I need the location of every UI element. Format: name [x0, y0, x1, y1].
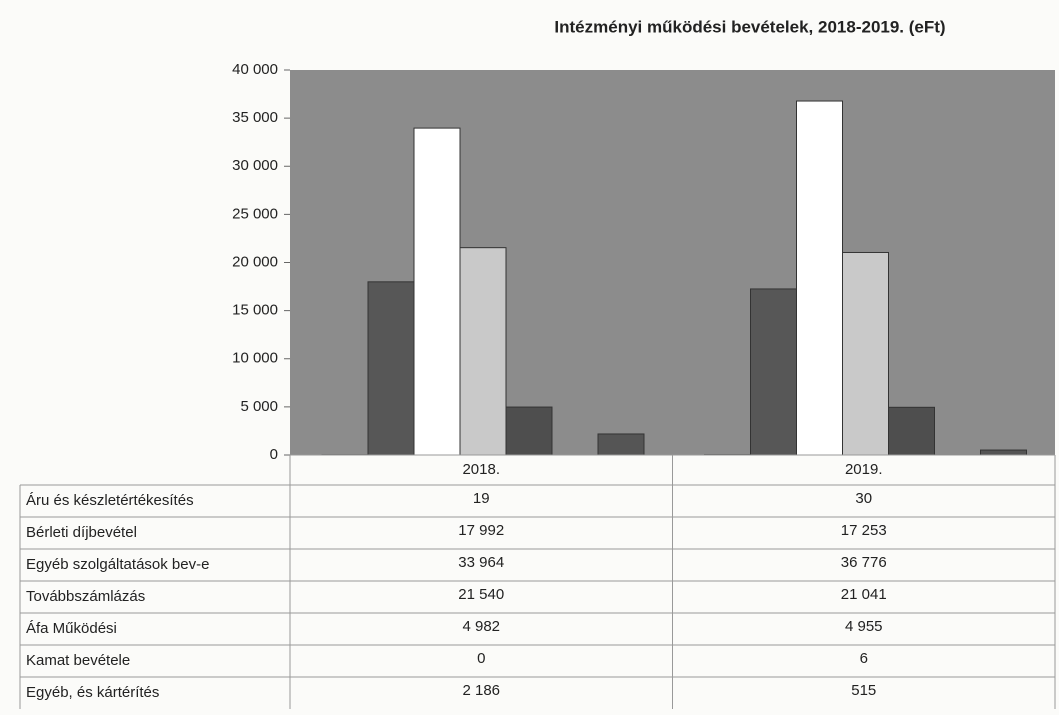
y-tick-label: 5 000	[240, 398, 278, 415]
bar	[842, 251, 889, 456]
bar	[888, 406, 935, 456]
table-cell: 4 955	[845, 618, 883, 635]
bar	[413, 127, 461, 456]
chart-title: Intézményi működési bevételek, 2018-2019…	[554, 17, 945, 36]
bar	[796, 100, 843, 456]
table-cell: 33 964	[458, 554, 504, 571]
table-cell: 21 041	[841, 586, 887, 603]
row-label: Egyéb, és kártérítés	[26, 684, 159, 701]
bar	[505, 406, 553, 456]
y-tick-label: 20 000	[232, 253, 278, 270]
bar	[367, 281, 415, 456]
table-cell: 6	[860, 650, 868, 667]
row-label: Kamat bevétele	[26, 652, 130, 669]
bar	[597, 433, 645, 456]
table-cell: 515	[851, 682, 876, 699]
category-label: 2019.	[845, 461, 883, 478]
table-cell: 30	[855, 490, 872, 507]
bar	[980, 449, 1027, 456]
table-cell: 36 776	[841, 554, 887, 571]
y-tick-label: 35 000	[232, 109, 278, 126]
table-cell: 17 992	[458, 522, 504, 539]
y-tick-label: 0	[270, 446, 278, 463]
row-label: Áru és készletértékesítés	[26, 492, 194, 509]
category-label: 2018.	[462, 461, 500, 478]
table-cell: 21 540	[458, 586, 504, 603]
bar	[459, 247, 507, 456]
table-cell: 4 982	[462, 618, 500, 635]
table-cell: 2 186	[462, 682, 500, 699]
row-label: Bérleti díjbevétel	[26, 524, 137, 541]
row-label: Egyéb szolgáltatások bev-e	[26, 556, 209, 573]
table-cell: 19	[473, 490, 490, 507]
row-label: Áfa Működési	[26, 620, 117, 637]
y-tick-label: 40 000	[232, 61, 278, 78]
y-tick-label: 25 000	[232, 205, 278, 222]
y-tick-label: 10 000	[232, 350, 278, 367]
bar	[750, 288, 797, 456]
y-tick-label: 15 000	[232, 302, 278, 319]
y-tick-label: 30 000	[232, 157, 278, 174]
row-label: Továbbszámlázás	[26, 588, 145, 605]
table-cell: 17 253	[841, 522, 887, 539]
table-cell: 0	[477, 650, 485, 667]
